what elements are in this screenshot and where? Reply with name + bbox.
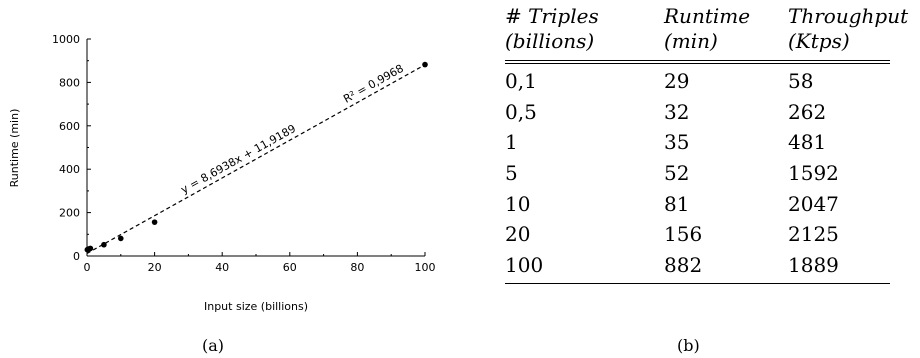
x-tick-label: 20 (148, 261, 162, 274)
cell-runtime: 29 (664, 69, 690, 93)
caption-a: (a) (202, 336, 225, 355)
header-triples-line1: # Triples (505, 4, 599, 28)
table-header-row: # Triples (billions) Runtime (min) Throu… (505, 4, 909, 54)
trendline (86, 64, 426, 254)
cell-triples: 1 (505, 130, 518, 155)
y-tick-label: 200 (59, 207, 80, 220)
table-row: 1 35 481 (505, 127, 890, 158)
header-throughput: Throughput (Ktps) (788, 4, 909, 54)
data-point (151, 219, 158, 225)
data-point (118, 235, 124, 242)
cell-triples: 5 (505, 161, 518, 186)
header-throughput-line2: (Ktps) (788, 29, 850, 53)
y-tick-label: 400 (59, 163, 80, 176)
data-point (87, 245, 94, 252)
results-table: # Triples (billions) Runtime (min) Throu… (505, 4, 909, 284)
table-body: 0,1 29 58 0,5 32 262 1 35 481 5 52 1592 10 81 2047 20 15… (505, 66, 890, 281)
cell-runtime: 81 (664, 191, 690, 216)
y-ticks: 0 200 400 600 800 1000 (52, 33, 91, 263)
cell-triples: 0,1 (505, 69, 537, 93)
x-tick-label: 40 (215, 261, 229, 274)
cell-triples: 100 (505, 253, 544, 278)
cell-throughput: 2125 (788, 222, 839, 247)
x-ticks: 0 20 40 60 80 100 (84, 252, 436, 274)
table-row: 10 81 2047 (505, 189, 890, 220)
cell-runtime: 35 (664, 130, 690, 155)
header-runtime-line2: (min) (664, 29, 718, 53)
x-tick-label: 80 (350, 261, 364, 274)
cell-throughput: 2047 (788, 191, 839, 216)
cell-runtime: 156 (664, 222, 703, 247)
cell-throughput: 1889 (788, 253, 839, 278)
y-tick-label: 1000 (52, 33, 80, 46)
x-tick-label: 60 (283, 261, 297, 274)
data-point (101, 241, 107, 248)
header-runtime: Runtime (min) (664, 4, 788, 54)
x-axis-label: Input size (billions) (204, 300, 308, 313)
x-tick-label: 0 (84, 261, 91, 274)
cell-triples: 0,5 (505, 99, 537, 124)
cell-throughput: 262 (788, 99, 827, 124)
cell-throughput: 481 (788, 130, 827, 155)
table-row: 0,5 32 262 (505, 97, 890, 128)
y-tick-label: 0 (73, 250, 80, 263)
y-tick-label: 600 (59, 120, 80, 133)
header-throughput-line1: Throughput (788, 4, 909, 28)
data-points (84, 61, 428, 253)
table-row: 100 882 1889 (505, 250, 890, 281)
cell-throughput: 1592 (788, 161, 839, 186)
runtime-scatter-chart: 0 20 40 60 80 100 0 200 400 600 800 1000 y = 8,693… (8, 33, 436, 313)
cell-runtime: 52 (664, 161, 690, 186)
caption-b: (b) (677, 336, 700, 355)
bottom-rule (505, 282, 890, 284)
x-tick-label: 100 (415, 261, 436, 274)
cell-runtime: 32 (664, 99, 690, 124)
data-point (422, 61, 428, 68)
table-row: 0,1 29 58 (505, 66, 890, 97)
y-axis-label: Runtime (min) (8, 109, 21, 188)
trendline-equation: y = 8,6938x + 11,9189 (179, 122, 298, 196)
header-triples-line2: (billions) (505, 29, 595, 53)
cell-runtime: 882 (664, 253, 703, 278)
cell-triples: 10 (505, 191, 531, 216)
table-row: 20 156 2125 (505, 219, 890, 250)
header-triples: # Triples (billions) (505, 4, 664, 54)
header-double-rule (505, 60, 890, 64)
table-row: 5 52 1592 (505, 158, 890, 189)
trendline-group: y = 8,6938x + 11,9189 R² = 0,9968 (86, 62, 426, 254)
cell-throughput: 58 (788, 69, 814, 93)
trendline-r2: R² = 0,9968 (341, 62, 406, 106)
cell-triples: 20 (505, 222, 531, 247)
header-runtime-line1: Runtime (664, 4, 751, 28)
y-tick-label: 800 (59, 76, 80, 89)
